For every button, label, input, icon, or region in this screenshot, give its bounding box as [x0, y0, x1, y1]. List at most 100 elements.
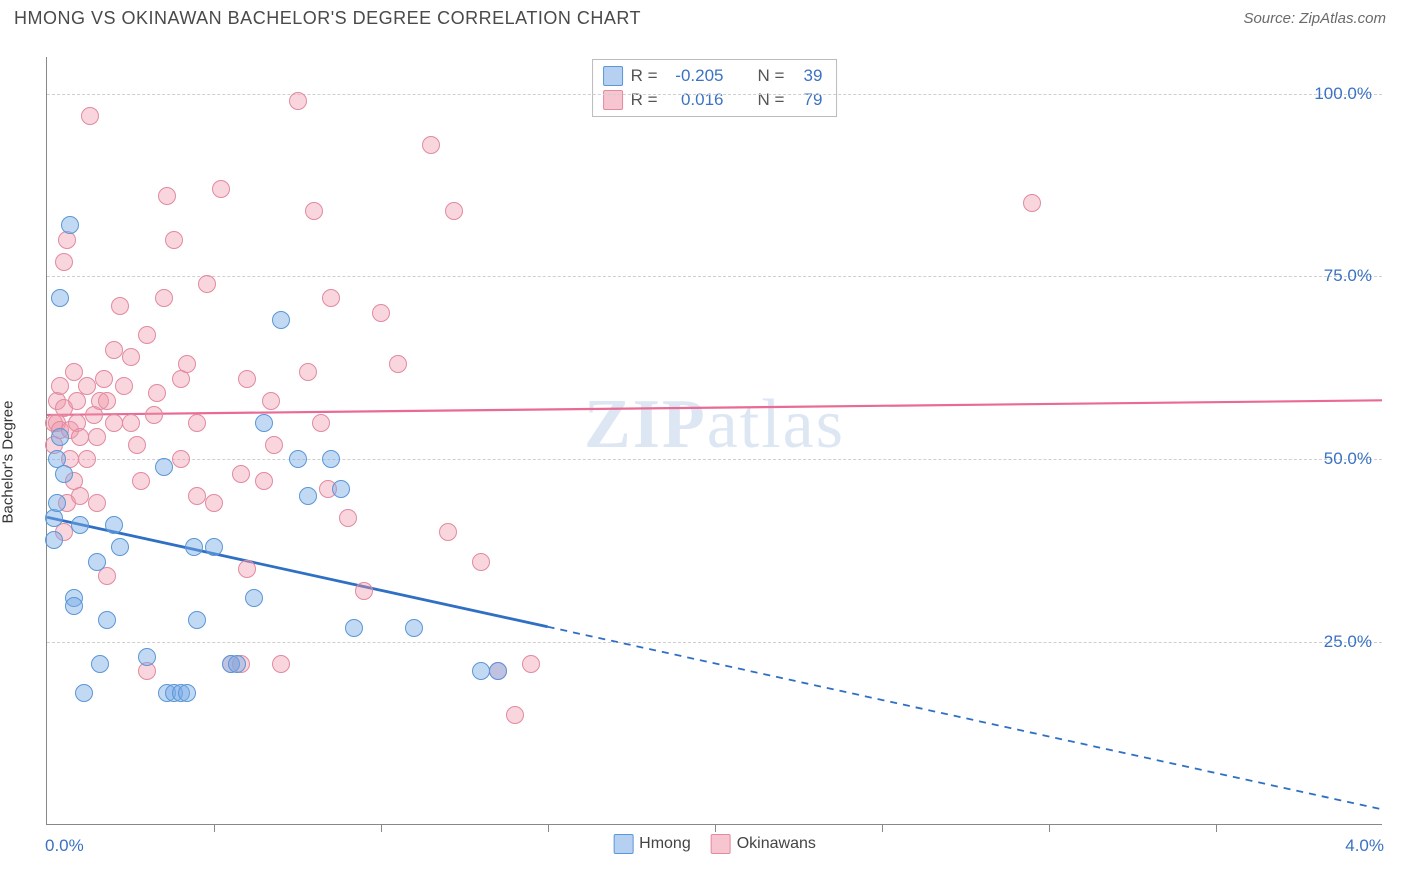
scatter-point-okinawans — [98, 392, 116, 410]
y-tick-label: 75.0% — [1324, 266, 1372, 286]
scatter-point-hmong — [105, 516, 123, 534]
scatter-point-hmong — [45, 531, 63, 549]
x-tick — [882, 824, 883, 832]
scatter-point-okinawans — [272, 655, 290, 673]
gridline — [47, 276, 1382, 277]
x-tick — [548, 824, 549, 832]
scatter-point-okinawans — [78, 377, 96, 395]
scatter-point-okinawans — [439, 523, 457, 541]
scatter-point-okinawans — [51, 377, 69, 395]
scatter-point-hmong — [185, 538, 203, 556]
scatter-point-hmong — [71, 516, 89, 534]
scatter-point-okinawans — [78, 450, 96, 468]
legend-row-okinawans: R = 0.016 N = 79 — [603, 88, 823, 112]
gridline — [47, 459, 1382, 460]
scatter-point-okinawans — [105, 414, 123, 432]
scatter-point-okinawans — [322, 289, 340, 307]
scatter-point-okinawans — [339, 509, 357, 527]
scatter-point-okinawans — [198, 275, 216, 293]
scatter-point-okinawans — [188, 487, 206, 505]
watermark: ZIPatlas — [584, 385, 845, 465]
legend-swatch-okinawans — [711, 834, 731, 854]
scatter-point-hmong — [345, 619, 363, 637]
scatter-point-hmong — [228, 655, 246, 673]
scatter-point-okinawans — [445, 202, 463, 220]
scatter-point-okinawans — [232, 465, 250, 483]
x-tick — [1049, 824, 1050, 832]
scatter-point-okinawans — [1023, 194, 1041, 212]
scatter-point-hmong — [65, 597, 83, 615]
scatter-point-okinawans — [128, 436, 146, 454]
n-value-okinawans: 79 — [792, 88, 822, 112]
scatter-point-okinawans — [71, 487, 89, 505]
scatter-point-okinawans — [506, 706, 524, 724]
scatter-point-hmong — [91, 655, 109, 673]
scatter-point-hmong — [205, 538, 223, 556]
scatter-point-okinawans — [158, 187, 176, 205]
x-axis-max-label: 4.0% — [1345, 836, 1384, 856]
scatter-point-okinawans — [145, 406, 163, 424]
scatter-point-hmong — [472, 662, 490, 680]
scatter-point-hmong — [289, 450, 307, 468]
scatter-point-okinawans — [355, 582, 373, 600]
scatter-point-hmong — [255, 414, 273, 432]
scatter-point-okinawans — [165, 231, 183, 249]
scatter-point-okinawans — [205, 494, 223, 512]
chart-title: HMONG VS OKINAWAN BACHELOR'S DEGREE CORR… — [14, 8, 641, 29]
y-tick-label: 100.0% — [1314, 84, 1372, 104]
watermark-right: atlas — [707, 386, 845, 463]
scatter-point-hmong — [405, 619, 423, 637]
scatter-point-okinawans — [212, 180, 230, 198]
scatter-point-okinawans — [422, 136, 440, 154]
scatter-point-okinawans — [132, 472, 150, 490]
scatter-point-okinawans — [81, 107, 99, 125]
scatter-point-okinawans — [472, 553, 490, 571]
trendlines-svg — [47, 57, 1382, 824]
chart-header: HMONG VS OKINAWAN BACHELOR'S DEGREE CORR… — [0, 0, 1406, 37]
gridline — [47, 94, 1382, 95]
scatter-point-okinawans — [178, 355, 196, 373]
scatter-point-okinawans — [262, 392, 280, 410]
scatter-point-okinawans — [312, 414, 330, 432]
scatter-point-okinawans — [305, 202, 323, 220]
scatter-point-okinawans — [372, 304, 390, 322]
scatter-point-okinawans — [105, 341, 123, 359]
legend-item-okinawans: Okinawans — [711, 834, 816, 854]
r-value-okinawans: 0.016 — [666, 88, 724, 112]
scatter-point-hmong — [51, 289, 69, 307]
scatter-point-okinawans — [88, 494, 106, 512]
x-tick — [1216, 824, 1217, 832]
scatter-point-okinawans — [155, 289, 173, 307]
correlation-legend: R = -0.205 N = 39 R = 0.016 N = 79 — [592, 59, 838, 117]
scatter-point-okinawans — [98, 567, 116, 585]
x-tick — [715, 824, 716, 832]
scatter-point-hmong — [98, 611, 116, 629]
y-tick-label: 50.0% — [1324, 449, 1372, 469]
scatter-point-okinawans — [88, 428, 106, 446]
n-label: N = — [758, 88, 785, 112]
y-axis-label: Bachelor's Degree — [0, 401, 17, 524]
scatter-point-okinawans — [188, 414, 206, 432]
scatter-point-okinawans — [255, 472, 273, 490]
legend-label-okinawans: Okinawans — [737, 835, 816, 853]
series-legend: Hmong Okinawans — [613, 834, 816, 854]
chart-source: Source: ZipAtlas.com — [1243, 10, 1386, 27]
scatter-point-hmong — [188, 611, 206, 629]
r-label: R = — [631, 88, 658, 112]
legend-swatch-hmong — [613, 834, 633, 854]
scatter-point-hmong — [489, 662, 507, 680]
scatter-point-okinawans — [389, 355, 407, 373]
y-tick-label: 25.0% — [1324, 632, 1372, 652]
scatter-point-hmong — [332, 480, 350, 498]
scatter-point-okinawans — [95, 370, 113, 388]
scatter-point-hmong — [51, 428, 69, 446]
x-tick — [214, 824, 215, 832]
scatter-point-okinawans — [522, 655, 540, 673]
scatter-point-hmong — [111, 538, 129, 556]
n-value-hmong: 39 — [792, 64, 822, 88]
scatter-point-hmong — [48, 494, 66, 512]
scatter-point-okinawans — [71, 428, 89, 446]
scatter-point-okinawans — [238, 370, 256, 388]
legend-label-hmong: Hmong — [639, 835, 691, 853]
x-tick — [381, 824, 382, 832]
